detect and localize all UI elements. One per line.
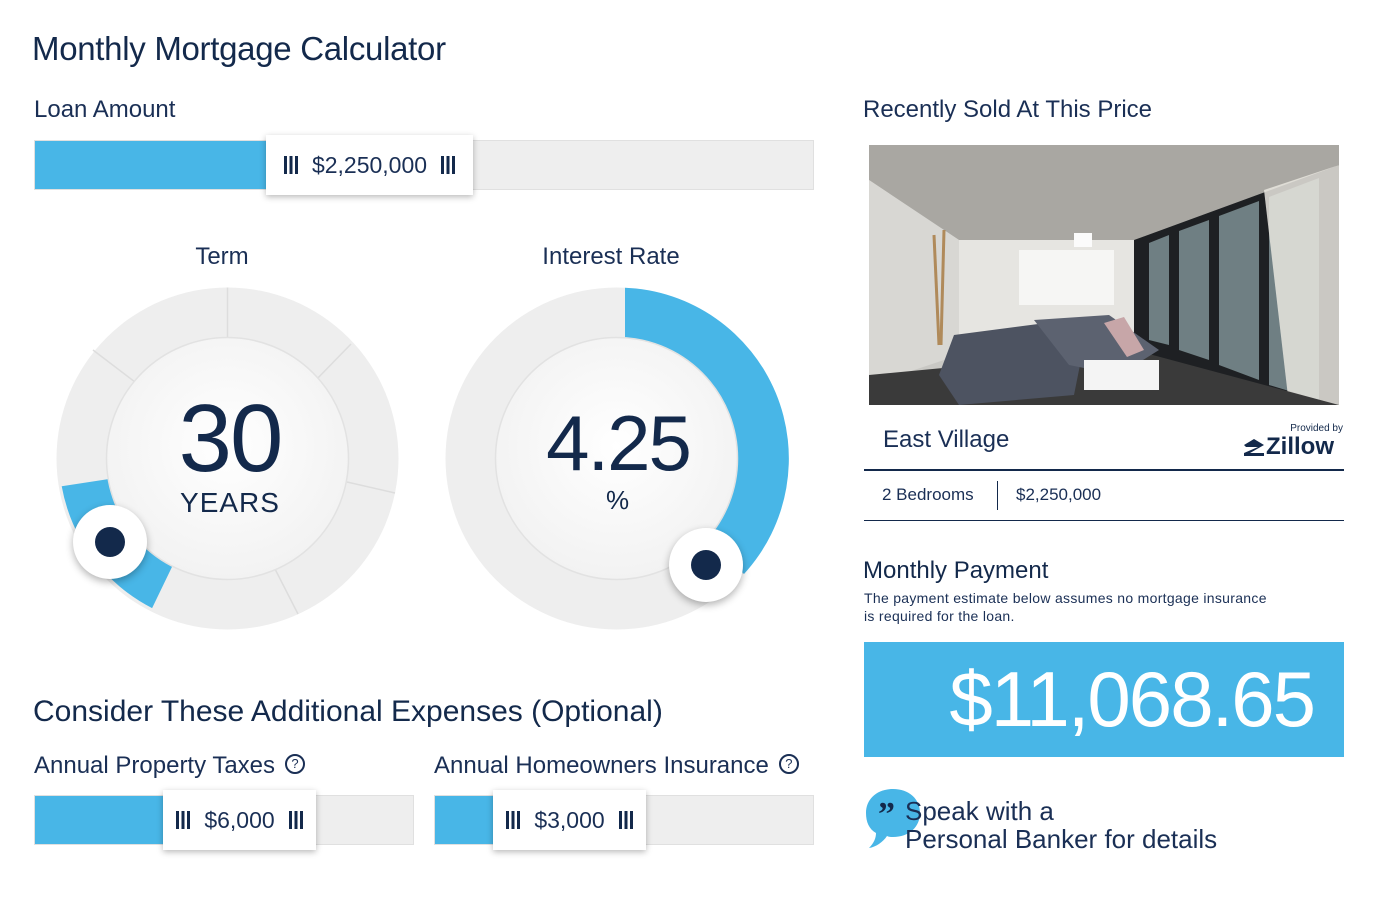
recently-sold-heading: Recently Sold At This Price	[863, 96, 1153, 123]
grip-icon	[283, 156, 298, 174]
property-taxes-fill	[35, 796, 175, 844]
property-location: East Village	[883, 426, 1010, 453]
grip-icon	[288, 811, 303, 829]
loan-amount-label: Loan Amount	[34, 96, 176, 123]
loan-amount-value: $2,250,000	[311, 151, 428, 178]
personal-banker-link[interactable]: Speak with a Personal Banker for details	[905, 797, 1217, 853]
interest-rate-knob[interactable]	[669, 528, 743, 602]
grip-icon	[618, 811, 633, 829]
term-dial-ticks	[92, 287, 396, 615]
zillow-logo[interactable]: Zillow	[1242, 433, 1334, 461]
interest-rate-dial-fill	[625, 287, 789, 574]
expenses-heading: Consider These Additional Expenses (Opti…	[33, 695, 663, 728]
homeowners-insurance-label-text: Annual Homeowners Insurance	[434, 752, 769, 779]
banker-line1: Speak with a	[905, 796, 1054, 826]
grip-icon	[441, 156, 456, 174]
help-icon[interactable]: ?	[778, 753, 799, 774]
loan-amount-fill	[35, 141, 275, 189]
homeowners-insurance-handle[interactable]: $3,000	[493, 790, 646, 850]
payment-note-line1: The payment estimate below assumes no mo…	[864, 590, 1267, 606]
page-title: Monthly Mortgage Calculator	[32, 30, 446, 67]
interest-rate-value: 4.25	[546, 399, 692, 487]
help-icon[interactable]: ?	[285, 753, 306, 774]
interest-rate-unit: %	[605, 485, 631, 515]
property-photo	[869, 145, 1339, 405]
term-dial-center	[105, 336, 350, 581]
property-taxes-value: $6,000	[204, 806, 275, 833]
property-taxes-handle[interactable]: $6,000	[163, 790, 316, 850]
interest-rate-dial-center	[494, 336, 739, 581]
svg-text:”: ”	[878, 796, 895, 833]
provided-by-text: Provided by	[1290, 423, 1343, 434]
term-label: Term	[195, 243, 249, 270]
knob-dot	[95, 527, 125, 557]
divider	[864, 520, 1344, 521]
term-knob[interactable]	[73, 505, 147, 579]
grip-icon	[176, 811, 191, 829]
banker-line2: Personal Banker for details	[905, 824, 1218, 854]
divider	[997, 481, 998, 510]
zillow-z-icon	[1244, 439, 1264, 456]
homeowners-insurance-label: Annual Homeowners Insurance?	[434, 752, 799, 780]
payment-note-line2: is required for the loan.	[864, 608, 1015, 624]
term-unit: YEARS	[180, 487, 280, 518]
divider	[864, 469, 1344, 471]
term-value: 30	[178, 385, 284, 492]
interest-rate-label: Interest Rate	[542, 243, 680, 270]
property-taxes-label-text: Annual Property Taxes	[34, 752, 276, 779]
loan-amount-handle[interactable]: $2,250,000	[266, 135, 473, 195]
zillow-brand: Zillow	[1266, 433, 1334, 460]
sold-price-text: $2,250,000	[1016, 485, 1102, 504]
homeowners-insurance-value: $3,000	[534, 806, 605, 833]
monthly-payment-amount: $11,068.65	[864, 642, 1344, 757]
quote-bubble-icon[interactable]: ”	[864, 787, 922, 849]
grip-icon	[506, 811, 521, 829]
monthly-payment-heading: Monthly Payment	[863, 557, 1049, 584]
bedrooms-text: 2 Bedrooms	[882, 485, 974, 504]
knob-dot	[691, 550, 721, 580]
property-taxes-label: Annual Property Taxes?	[34, 752, 306, 780]
